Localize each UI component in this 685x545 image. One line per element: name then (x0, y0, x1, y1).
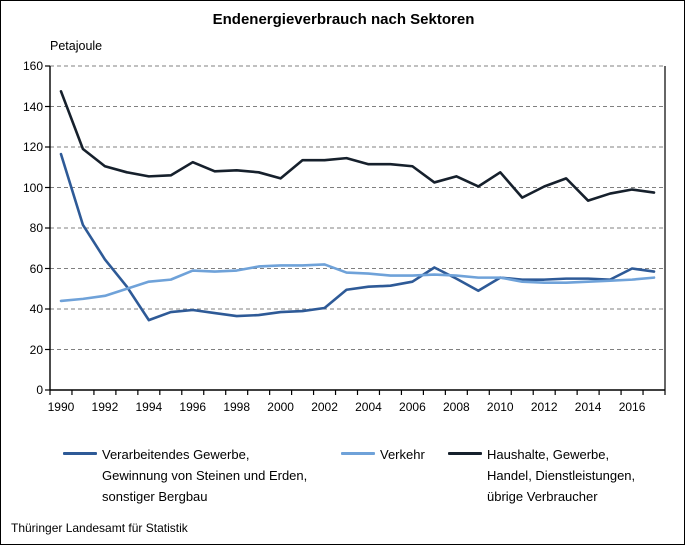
x-tick-label: 2008 (442, 400, 470, 414)
x-tick-label: 2014 (574, 400, 602, 414)
x-tick-label: 1992 (91, 400, 119, 414)
y-tick-label: 140 (22, 99, 43, 114)
legend-item-haushalte: Haushalte, Gewerbe, Handel, Dienstleistu… (448, 444, 635, 507)
x-tick-label: 1990 (47, 400, 75, 414)
y-tick-label: 60 (29, 261, 43, 276)
legend-label-line: Gewinnung von Steinen und Erden, (102, 468, 308, 483)
x-tick-label: 2004 (355, 400, 382, 414)
series-line (59, 152, 656, 322)
x-tick-label: 2006 (399, 400, 426, 414)
legend-label-line: Verarbeitendes Gewerbe, (102, 447, 250, 462)
legend-label-line: Haushalte, Gewerbe, (487, 447, 610, 462)
legend-item-verkehr: Verkehr (341, 444, 425, 465)
y-tick-label: 100 (22, 180, 43, 195)
x-tick-label: 2000 (267, 400, 294, 414)
x-tick-label: 1998 (223, 400, 251, 414)
y-tick-label: 20 (29, 342, 43, 357)
legend-line-swatch-black (448, 452, 482, 455)
y-tick-label: 0 (36, 383, 43, 397)
y-tick-label: 80 (29, 221, 43, 235)
legend-line-swatch-dark-blue (63, 452, 97, 455)
series-line (59, 263, 656, 303)
x-tick-label: 2010 (486, 400, 514, 414)
legend-label-verarbeitendes-gewerbe: Verarbeitendes Gewerbe, Gewinnung von St… (102, 444, 307, 507)
x-tick-label: 2016 (618, 400, 646, 414)
legend-label-line: sonstiger Bergbau (102, 489, 208, 504)
legend-label-line: übrige Verbraucher (487, 489, 598, 504)
x-tick-label: 1994 (135, 400, 163, 414)
x-tick-label: 1996 (179, 400, 207, 414)
x-tick-label: 2002 (311, 400, 338, 414)
source-label: Thüringer Landesamt für Statistik (11, 521, 188, 535)
y-tick-label: 160 (22, 59, 43, 73)
y-axis-unit-label: Petajoule (50, 39, 103, 53)
legend-label-verkehr: Verkehr (380, 444, 425, 465)
legend-label-line: Handel, Dienstleistungen, (487, 468, 636, 483)
x-tick-label: 2012 (530, 400, 558, 414)
y-tick-label: 120 (22, 140, 43, 154)
y-tick-label: 40 (29, 302, 43, 316)
series-line (59, 90, 656, 202)
legend-item-verarbeitendes-gewerbe: Verarbeitendes Gewerbe, Gewinnung von St… (63, 444, 307, 507)
legend-label-line: Verkehr (380, 447, 425, 462)
chart-title: Endenergieverbrauch nach Sektoren (212, 11, 475, 28)
legend-line-swatch-light-blue (341, 452, 375, 455)
legend-label-haushalte: Haushalte, Gewerbe, Handel, Dienstleistu… (487, 444, 635, 507)
